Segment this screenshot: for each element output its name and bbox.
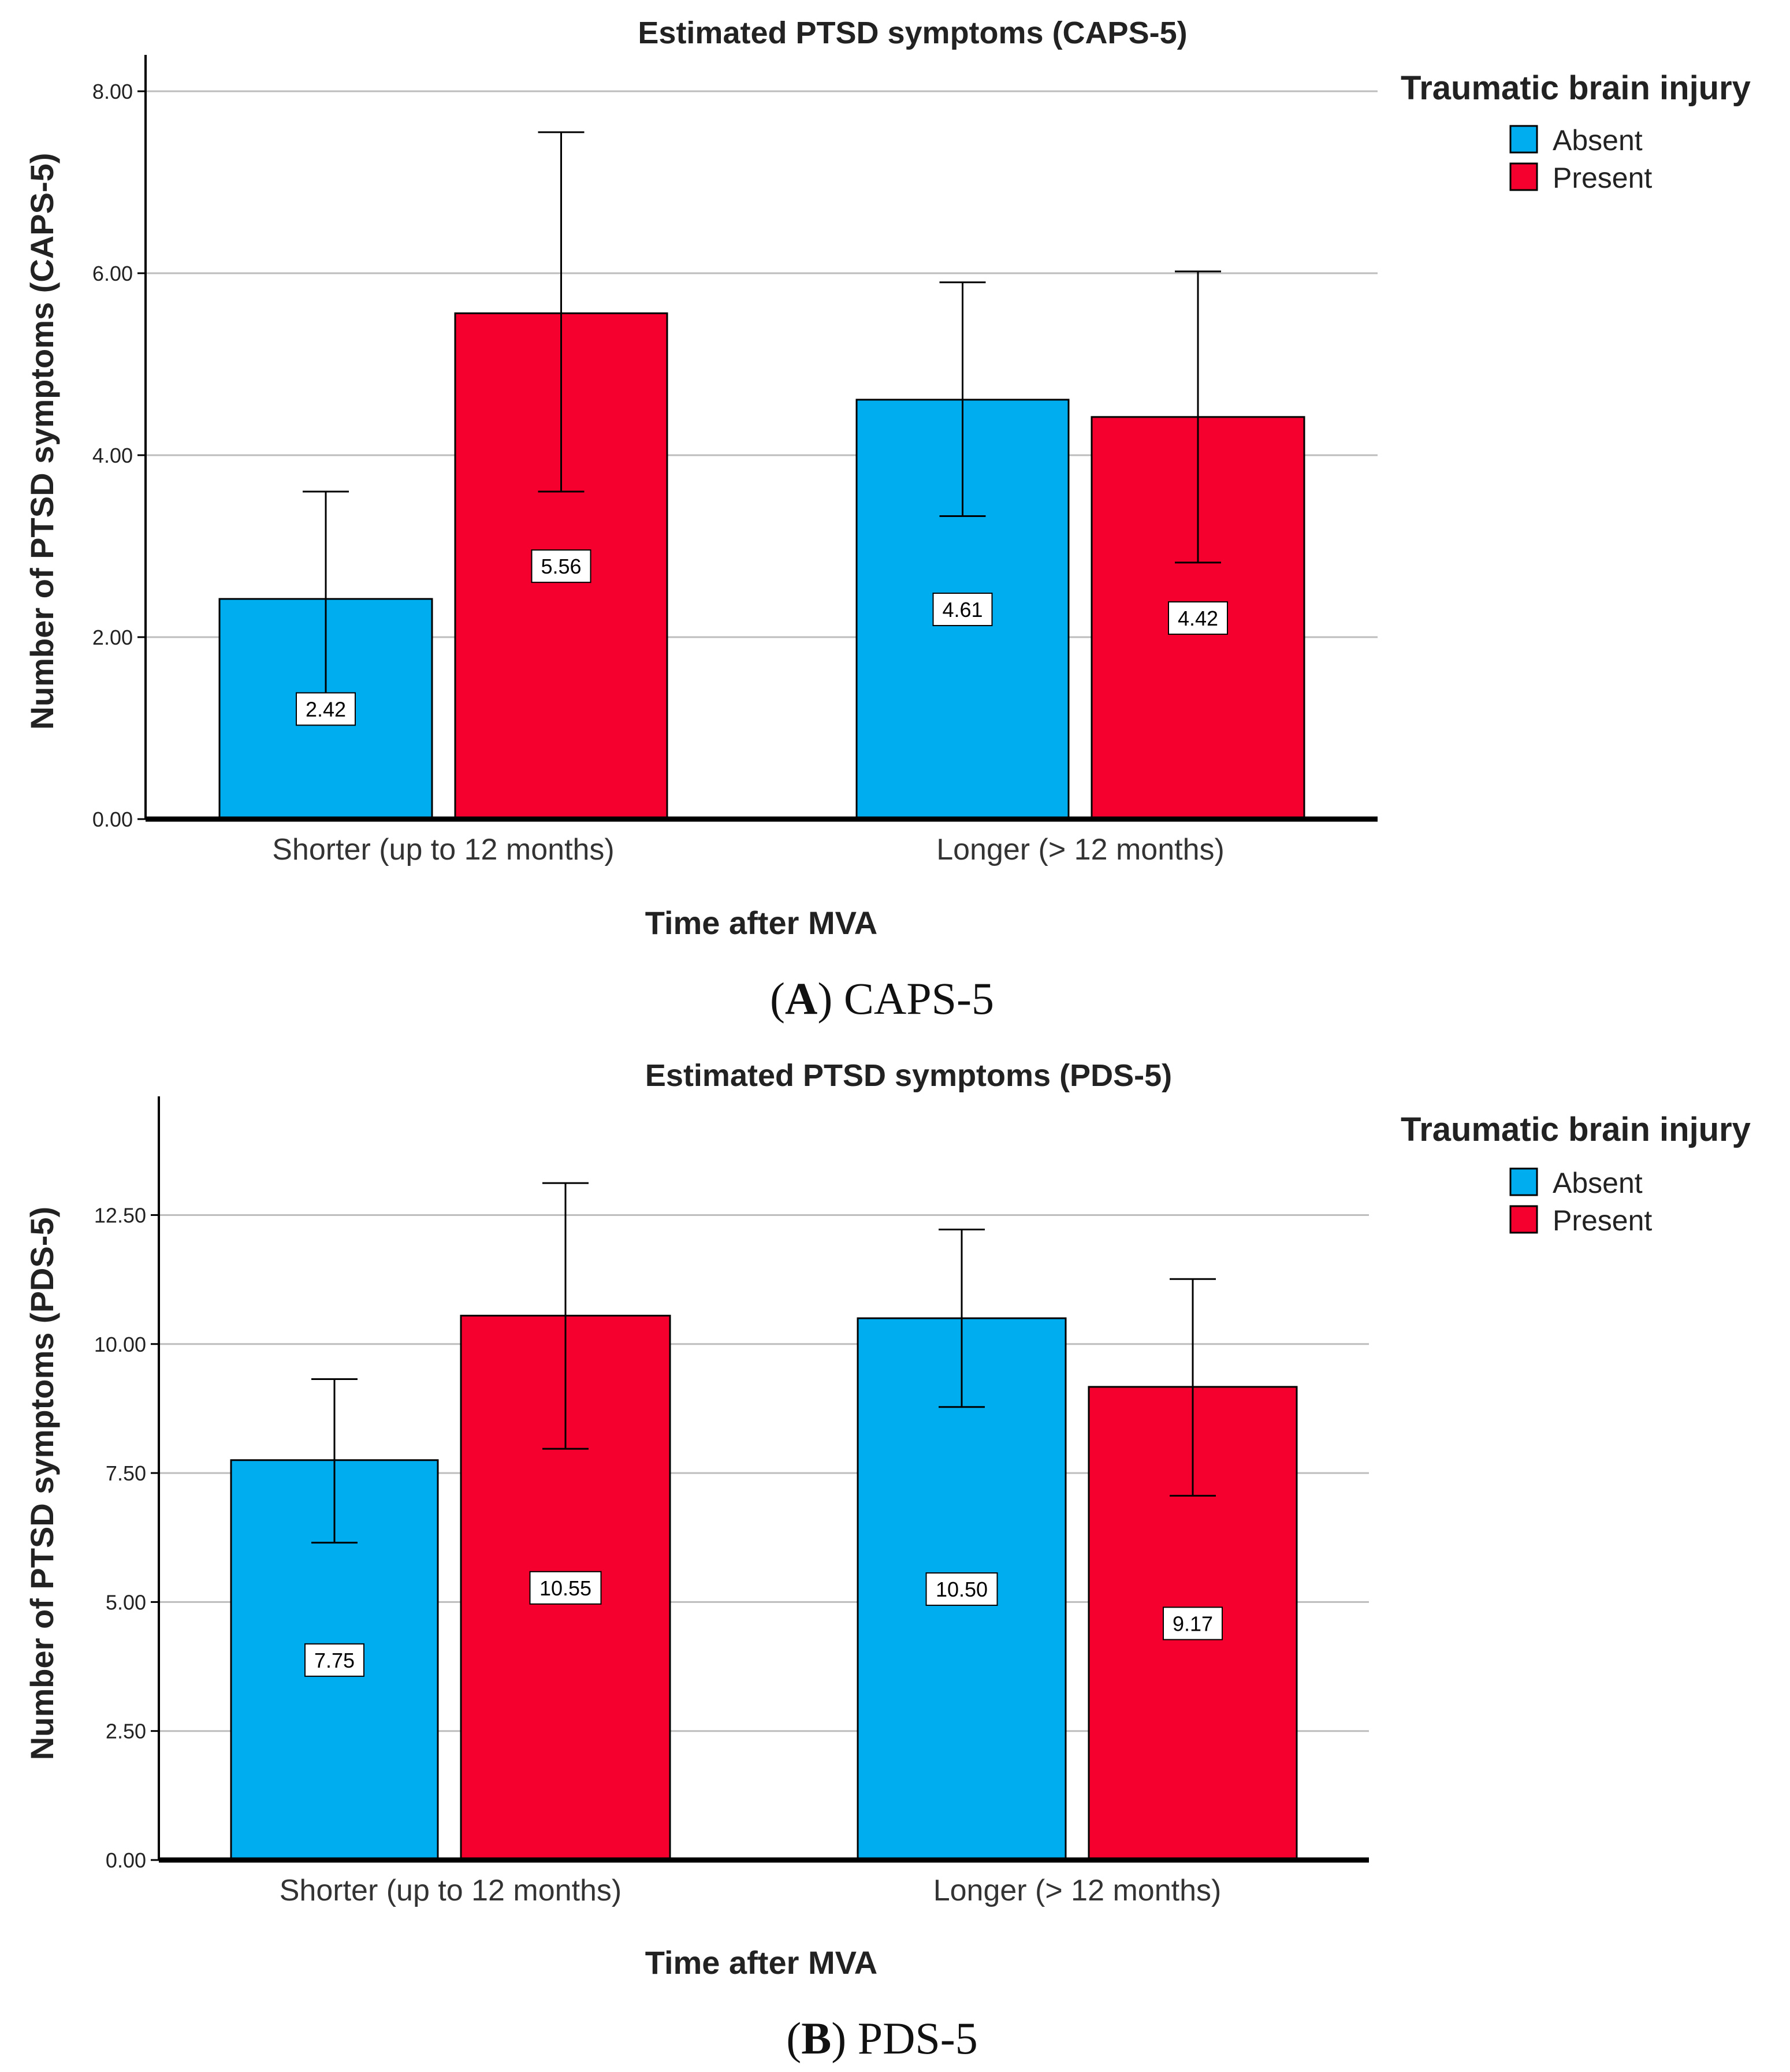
bars — [230, 1315, 1298, 1861]
legend-title: Traumatic brain injury — [1401, 1111, 1751, 1148]
panel-caption: (A) CAPS-5 — [770, 973, 994, 1024]
value-label: 10.50 — [936, 1578, 988, 1601]
y-tick-label: 12.50 — [94, 1203, 146, 1227]
chart-panel-caps5: Estimated PTSD symptoms (CAPS-5) Number … — [24, 16, 1751, 1024]
x-axis-label: Time after MVA — [645, 1944, 877, 1981]
y-tick-label: 4.00 — [92, 444, 133, 467]
panel-letter: A — [785, 973, 817, 1024]
legend-label-present: Present — [1553, 1204, 1652, 1237]
error-bars — [303, 131, 1221, 706]
x-tick-label: Longer (> 12 months) — [933, 1874, 1222, 1907]
chart-title: Estimated PTSD symptoms (PDS-5) — [645, 1058, 1172, 1093]
y-axis-label: Number of PTSD symptoms (CAPS-5) — [24, 153, 60, 730]
value-label-box — [932, 592, 993, 626]
bar-value-labels: 7.75 10.50 10.55 9.17 — [304, 1571, 1223, 1677]
value-label-box — [531, 549, 591, 583]
value-label-box — [529, 1571, 602, 1605]
panel-caption-text: CAPS-5 — [844, 973, 994, 1024]
legend-swatch-absent — [1509, 1167, 1538, 1196]
panel-caption: (B) PDS-5 — [786, 2013, 978, 2063]
x-tick-label: Shorter (up to 12 months) — [272, 833, 615, 866]
legend-label-absent: Absent — [1553, 124, 1643, 157]
legend-label-present: Present — [1553, 162, 1652, 194]
y-tick-label: 0.00 — [92, 808, 133, 831]
legend-label-absent: Absent — [1553, 1167, 1643, 1199]
chart-panel-pds5: Estimated PTSD symptoms (PDS-5) Number o… — [24, 1058, 1751, 2063]
x-axis-label: Time after MVA — [645, 905, 877, 941]
y-tick-label: 10.00 — [94, 1333, 146, 1356]
panel-caption-text: PDS-5 — [858, 2013, 978, 2063]
y-tick-labels: 0.00 2.00 4.00 6.00 8.00 — [92, 80, 146, 831]
legend-swatch-present — [1509, 1205, 1538, 1234]
y-tick-label: 8.00 — [92, 80, 133, 103]
y-tick-labels: 0.00 2.50 5.00 7.50 10.00 12.50 — [94, 1203, 159, 1872]
legend-swatch-present — [1509, 162, 1538, 191]
x-tick-labels: Shorter (up to 12 months) Longer (> 12 mo… — [280, 1874, 1222, 1907]
panel-letter: B — [801, 2013, 831, 2063]
value-label: 9.17 — [1173, 1612, 1213, 1635]
value-label-box — [296, 692, 356, 726]
value-label: 5.56 — [541, 555, 581, 578]
y-tick-label: 5.00 — [106, 1590, 146, 1614]
x-tick-label: Shorter (up to 12 months) — [280, 1874, 622, 1907]
x-tick-label: Longer (> 12 months) — [936, 833, 1225, 866]
x-tick-labels: Shorter (up to 12 months) Longer (> 12 mo… — [272, 833, 1225, 866]
legend-title: Traumatic brain injury — [1401, 69, 1751, 107]
value-label-box — [1163, 1606, 1223, 1641]
y-tick-label: 6.00 — [92, 262, 133, 285]
value-label-box — [925, 1572, 998, 1606]
bar-value-labels: 2.42 4.61 5.56 4.42 — [296, 549, 1228, 726]
value-label-box — [304, 1643, 364, 1677]
y-tick-label: 2.00 — [92, 626, 133, 649]
legend: Traumatic brain injury Absent Present — [1401, 1111, 1751, 1237]
value-label-box — [1168, 601, 1228, 635]
y-tick-label: 0.00 — [106, 1848, 146, 1872]
y-axis-label: Number of PTSD symptoms (PDS-5) — [24, 1207, 60, 1760]
legend: Traumatic brain injury Absent Present — [1401, 69, 1751, 194]
legend-swatch-absent — [1509, 125, 1538, 154]
y-tick-label: 7.50 — [106, 1461, 146, 1485]
chart-title: Estimated PTSD symptoms (CAPS-5) — [638, 16, 1187, 50]
value-label: 2.42 — [306, 697, 346, 721]
value-label: 4.61 — [942, 598, 983, 622]
value-label: 7.75 — [314, 1649, 355, 1672]
value-label: 10.55 — [539, 1576, 591, 1600]
y-tick-label: 2.50 — [106, 1720, 146, 1743]
value-label: 4.42 — [1178, 607, 1218, 630]
bars — [218, 312, 1305, 820]
error-bars — [311, 1182, 1216, 1544]
